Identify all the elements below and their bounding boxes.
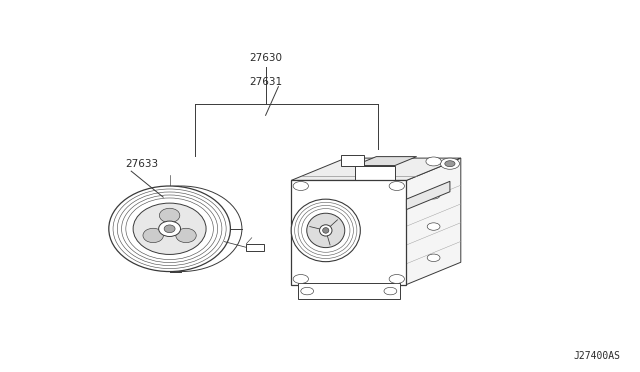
Text: 27630: 27630	[249, 53, 282, 63]
Polygon shape	[406, 181, 450, 209]
Circle shape	[389, 182, 404, 190]
Circle shape	[293, 275, 308, 283]
Polygon shape	[340, 155, 364, 166]
Ellipse shape	[319, 225, 332, 236]
Circle shape	[384, 287, 397, 295]
Polygon shape	[291, 158, 461, 180]
Ellipse shape	[120, 186, 242, 272]
Text: 27633: 27633	[125, 159, 158, 169]
Circle shape	[428, 254, 440, 262]
Ellipse shape	[176, 228, 196, 243]
Ellipse shape	[323, 228, 329, 233]
FancyBboxPatch shape	[246, 244, 264, 251]
Ellipse shape	[164, 225, 175, 232]
Circle shape	[428, 192, 440, 199]
Ellipse shape	[159, 208, 180, 222]
Ellipse shape	[109, 186, 230, 272]
Ellipse shape	[291, 199, 360, 262]
Polygon shape	[355, 157, 417, 166]
Circle shape	[301, 287, 314, 295]
Ellipse shape	[143, 228, 163, 243]
FancyBboxPatch shape	[291, 180, 406, 285]
Text: J27400AS: J27400AS	[574, 351, 621, 361]
Text: 27631: 27631	[250, 77, 283, 87]
Ellipse shape	[159, 221, 180, 237]
Polygon shape	[298, 283, 400, 299]
Circle shape	[389, 275, 404, 283]
Circle shape	[426, 157, 442, 166]
Ellipse shape	[133, 203, 206, 254]
Circle shape	[445, 161, 455, 167]
Polygon shape	[355, 166, 395, 180]
Circle shape	[428, 223, 440, 230]
Ellipse shape	[307, 213, 345, 248]
Circle shape	[440, 158, 460, 169]
Polygon shape	[406, 158, 461, 285]
Circle shape	[293, 182, 308, 190]
